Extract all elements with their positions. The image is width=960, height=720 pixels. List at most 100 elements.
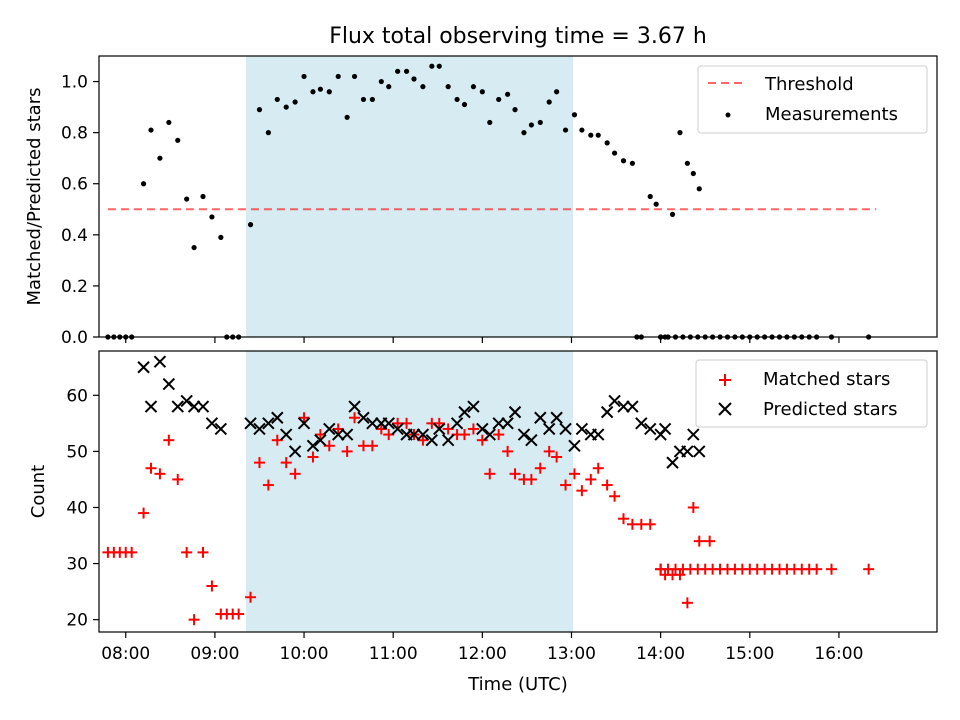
measurement-point [274, 96, 280, 103]
top-y-tick-label: 0.8 [61, 124, 88, 144]
predicted-star-point [323, 422, 336, 436]
x-tick-label: 11:00 [369, 644, 418, 664]
predicted-star-point [280, 428, 293, 441]
bottom-x-ticks: 08:00 09:00 10:00 11:00 12:00 13:00 14:00 15:00… [101, 632, 863, 664]
measurement-point [487, 119, 493, 126]
matched-star-point [585, 473, 597, 485]
measurement-point [403, 68, 410, 74]
matched-star-point [433, 417, 445, 429]
measurement-point [445, 84, 451, 90]
matched-star-point [534, 462, 546, 474]
matched-star-point [811, 563, 823, 575]
measurement-point [411, 76, 417, 82]
top-legend: Threshold Measurements [697, 65, 928, 134]
matched-star-point [138, 507, 150, 519]
x-tick-label: 16:00 [814, 644, 863, 664]
predicted-star-point [407, 428, 421, 441]
predicted-star-point [137, 361, 150, 374]
matched-star-point [289, 468, 301, 480]
predicted-star-point [187, 400, 201, 413]
matched-star-point [197, 546, 209, 558]
predicted-star-point [658, 422, 672, 436]
measurement-point [521, 130, 527, 136]
matched-star-point [262, 479, 274, 491]
legend-matched-swatch [719, 374, 731, 386]
predicted-star-point [687, 428, 700, 441]
matched-star-point [145, 462, 157, 474]
predicted-star-point [534, 411, 547, 424]
top-y-tick-label: 0.6 [61, 175, 88, 195]
predicted-stars-series [137, 355, 706, 469]
x-tick-label: 12:00 [458, 644, 507, 664]
predicted-star-point [508, 405, 522, 419]
predicted-star-point [476, 422, 489, 436]
measurement-point [140, 181, 147, 187]
bottom-y-tick-label: 60 [66, 386, 88, 406]
measurement-point [669, 211, 676, 217]
measurement-point [335, 73, 341, 80]
measurement-point [175, 137, 181, 143]
predicted-star-point [271, 411, 284, 424]
legend-threshold-label: Threshold [764, 74, 854, 95]
predicted-star-point [467, 400, 480, 413]
measurement-point [604, 140, 610, 146]
matched-star-point [543, 445, 555, 457]
top-observing-window-shade [246, 56, 573, 337]
measurement-point [496, 96, 502, 103]
bottom-legend-box [695, 359, 928, 428]
legend-measurements-swatch [725, 112, 731, 118]
predicted-star-point [391, 422, 404, 436]
predicted-star-point [483, 428, 496, 441]
x-tick-label: 14:00 [636, 644, 685, 664]
predicted-star-point [644, 422, 657, 436]
top-legend-box [697, 65, 928, 134]
measurement-point [265, 130, 271, 136]
measurement-point [647, 193, 653, 200]
measurement-point [653, 201, 659, 207]
matched-star-point [181, 546, 193, 558]
matched-star-point [366, 440, 378, 452]
predicted-star-point [244, 417, 257, 430]
measurement-point [595, 132, 601, 138]
measurement-point [283, 104, 289, 110]
predicted-star-point [600, 405, 614, 419]
measurement-point [369, 96, 375, 103]
predicted-star-point [425, 433, 439, 447]
legend-matched-label: Matched stars [763, 369, 890, 390]
top-y-tick-label: 0.4 [61, 226, 88, 246]
matched-star-point [609, 490, 621, 502]
matched-star-point [687, 501, 699, 513]
measurement-point [317, 86, 323, 92]
predicted-star-point [517, 428, 531, 441]
measurement-point [629, 160, 636, 166]
legend-predicted-swatch [718, 402, 732, 416]
matched-star-point [644, 518, 656, 530]
predicted-star-point [180, 394, 193, 408]
top-y-tick-label: 1.0 [61, 73, 88, 93]
matched-star-point [704, 535, 716, 547]
measurement-point [611, 150, 618, 156]
measurement-point [579, 127, 585, 133]
matched-star-point [502, 445, 514, 457]
measurement-point [571, 112, 578, 118]
matched-star-point [349, 412, 361, 424]
matched-star-point [280, 457, 292, 469]
measurement-point [554, 89, 560, 95]
bottom-axes-frame [98, 350, 938, 633]
predicted-star-point [205, 417, 219, 430]
predicted-star-point [617, 400, 630, 413]
matched-star-point [298, 412, 310, 424]
predicted-star-point [366, 417, 379, 430]
measurement-point [395, 68, 401, 74]
predicted-star-point [262, 417, 275, 430]
matched-star-point [551, 451, 563, 463]
bottom-y-tick-label: 40 [66, 498, 88, 518]
predicted-star-point [575, 422, 589, 436]
matched-star-point [509, 468, 521, 480]
measurement-point [209, 214, 215, 220]
measurement-point [546, 99, 552, 105]
legend-measurements-label: Measurements [765, 104, 898, 125]
measurement-point [461, 101, 468, 108]
x-tick-label: 15:00 [725, 644, 774, 664]
matched-star-point [863, 563, 875, 575]
